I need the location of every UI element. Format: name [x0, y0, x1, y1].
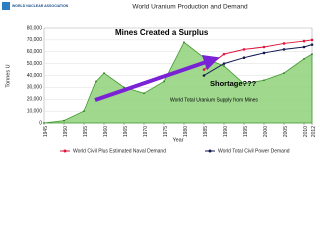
x-tick-label: 1945 — [43, 126, 49, 137]
area-point — [163, 80, 165, 83]
y-tick-label: 70,000 — [27, 37, 43, 43]
x-tick-label: 2000 — [263, 126, 269, 137]
area-point — [63, 119, 65, 122]
x-tick-label: 1970 — [143, 126, 149, 137]
chart-title: World Uranium Production and Demand — [132, 4, 248, 11]
point — [202, 68, 206, 71]
x-axis-label: Year — [172, 137, 183, 143]
area-point — [143, 92, 145, 95]
y-tick-label: 20,000 — [27, 97, 43, 103]
area-point — [43, 122, 45, 124]
area — [43, 41, 313, 124]
x-tick-label: 1995 — [243, 126, 249, 137]
y-tick-label: 40,000 — [27, 73, 43, 79]
x-tick-label: 1965 — [123, 126, 129, 137]
point — [302, 45, 306, 49]
area-point — [303, 57, 305, 60]
point — [310, 38, 314, 42]
point — [310, 43, 314, 46]
x-tick-label: 1990 — [223, 126, 229, 137]
x-tick-label: 1950 — [63, 126, 69, 137]
plot: 0 10,000 20,000 30,000 40,000 50,000 60,000 70,… — [27, 25, 317, 137]
legend: World Civil Plus Estimated Naval Demand W… — [60, 148, 290, 154]
area-point — [183, 41, 185, 44]
x-tick-label: 1955 — [83, 126, 89, 137]
x-tick-label: 2012 — [311, 126, 317, 137]
annotation: Shortage??? — [210, 79, 257, 88]
arrow — [94, 55, 220, 102]
annotation: Mines Created a Surplus — [115, 28, 209, 37]
area-point — [103, 72, 105, 75]
point — [242, 48, 246, 51]
legend-label: World Civil Plus Estimated Naval Demand — [73, 148, 166, 154]
y-tick-label: 60,000 — [27, 49, 43, 55]
y-tick-label: 0 — [39, 120, 42, 126]
y-tick-label: 10,000 — [27, 108, 43, 114]
point — [262, 45, 266, 49]
point — [302, 39, 306, 43]
point — [202, 74, 206, 77]
point — [242, 56, 246, 59]
legend-label: World Total Civil Power Demand — [218, 148, 290, 154]
legend-swatch — [208, 149, 212, 153]
point — [282, 48, 286, 51]
legend-swatch — [63, 149, 67, 153]
logo: WORLD NUCLEAR ASSOCIATION — [12, 4, 69, 8]
area-point — [283, 72, 285, 75]
x-tick-label: 1985 — [203, 126, 209, 137]
area-point — [311, 53, 313, 56]
area-point — [263, 79, 265, 82]
point — [262, 51, 266, 55]
y-tick-label: 80,000 — [27, 25, 43, 31]
y-axis-label: Tonnes U — [5, 64, 11, 87]
area-point — [243, 82, 245, 85]
chart: WORLD NUCLEAR ASSOCIATION World Uranium … — [2, 2, 317, 155]
x-tick-label: 1980 — [183, 126, 189, 137]
y-tick-label: 30,000 — [27, 85, 43, 91]
y-tick-label: 50,000 — [27, 61, 43, 67]
area-point — [203, 56, 205, 59]
logo-icon — [2, 2, 10, 10]
x-tick-label: 1960 — [103, 126, 109, 137]
point — [222, 52, 226, 56]
area-point — [95, 80, 97, 83]
point — [222, 62, 226, 65]
x-tick-label: 2005 — [283, 126, 289, 137]
x-tick-label: 1975 — [163, 126, 169, 137]
x-tick-label: 2010 — [303, 126, 309, 137]
area-label: World Total Uranium Supply from Mines — [170, 97, 258, 103]
area-point — [223, 65, 225, 67]
point — [282, 42, 286, 45]
area-point — [83, 110, 85, 113]
